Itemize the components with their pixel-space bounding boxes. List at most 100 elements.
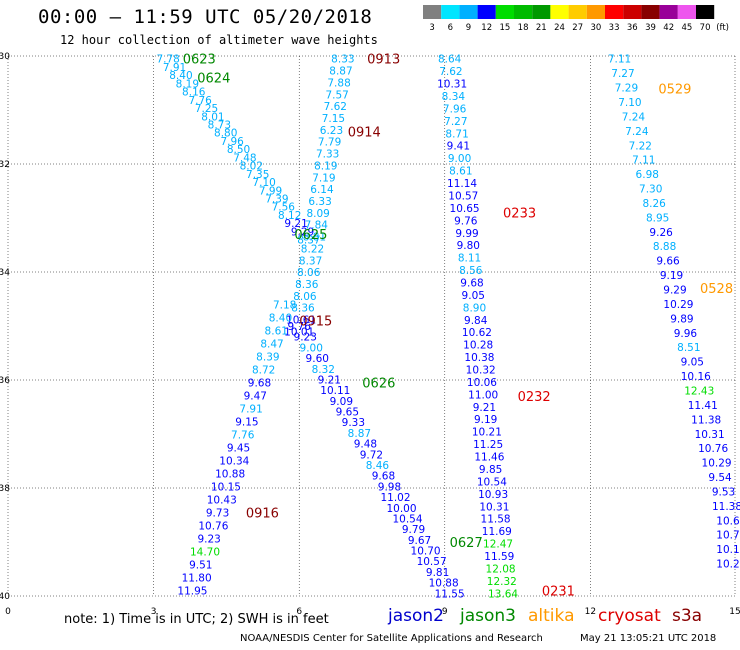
legend-swatch <box>532 5 551 19</box>
swh-value: 9.33 <box>342 417 365 429</box>
swh-value: 8.95 <box>646 212 669 224</box>
pass-number: 0626 <box>362 377 395 392</box>
swh-value: 9.51 <box>189 560 212 572</box>
swh-value: 12.32 <box>487 576 517 588</box>
pass-number: 0231 <box>542 585 575 600</box>
pass-number: 0915 <box>299 315 332 330</box>
x-tick-label: 15 <box>729 607 740 617</box>
swh-value: 7.76 <box>231 429 255 441</box>
swh-value: 9.81 <box>426 567 449 579</box>
swh-value: 8.32 <box>312 364 335 376</box>
legend-swatch <box>696 5 715 19</box>
swh-value: 7.91 <box>163 62 186 74</box>
legend-swatch <box>514 5 533 19</box>
swh-value: 8.56 <box>459 265 483 277</box>
swh-value: 9.68 <box>248 377 271 389</box>
swh-value: 9.05 <box>681 357 704 369</box>
swh-value: 8.39 <box>256 351 279 363</box>
swh-value: 10.34 <box>219 456 249 468</box>
swh-value: 7.56 <box>272 202 296 214</box>
chart-subtitle: 12 hour collection of altimeter wave hei… <box>60 33 378 47</box>
legend-swatch <box>441 5 460 19</box>
legend-swatch <box>605 5 624 19</box>
mission-altika: altika <box>528 606 575 626</box>
swh-value: 9.73 <box>206 508 229 520</box>
pass-number: 0627 <box>450 536 483 551</box>
swh-value: 9.76 <box>454 215 478 227</box>
swh-value: 8.90 <box>463 302 486 314</box>
x-tick-label: 0 <box>5 607 11 617</box>
swh-value: 9.96 <box>674 328 698 340</box>
swh-value: 11.14 <box>447 178 477 190</box>
swh-value: 11.02 <box>380 492 410 504</box>
swh-value: 6.14 <box>310 184 334 196</box>
legend-swatch <box>659 5 678 19</box>
swh-value: 9.72 <box>360 449 383 461</box>
swh-value: 8.73 <box>208 119 231 131</box>
pass-number: 0232 <box>518 390 551 405</box>
legend-bin-label: 9 <box>466 23 471 33</box>
mission-jason2: jason2 <box>388 606 444 626</box>
footer-credit: NOAA/NESDIS Center for Satellite Applica… <box>240 633 543 644</box>
swh-value: 10.29 <box>702 458 732 470</box>
legend-swatch <box>568 5 587 19</box>
pass-number: 0624 <box>197 72 230 87</box>
swh-value: 8.72 <box>252 364 275 376</box>
swh-value: 13.64 <box>488 588 518 600</box>
swh-value: 8.36 <box>295 279 319 291</box>
swh-value: 10.38 <box>464 352 494 364</box>
swh-value: 11.00 <box>468 389 498 401</box>
swh-value: 11.25 <box>473 439 503 451</box>
swh-value: 8.40 <box>269 312 292 324</box>
pass-number: 0528 <box>700 282 733 297</box>
swh-value: 9.89 <box>670 313 693 325</box>
swh-value: 10.76 <box>198 521 228 533</box>
swh-value: 10.43 <box>207 495 237 507</box>
swh-value: 8.37 <box>299 255 322 267</box>
swh-value: 9.23 <box>294 332 317 344</box>
y-tick-label: -34 <box>0 268 10 278</box>
swh-value: 10.54 <box>477 476 507 488</box>
swh-value: 11.69 <box>482 526 512 538</box>
swh-value: 7.10 <box>252 177 275 189</box>
swh-value: 8.47 <box>260 338 283 350</box>
swh-value: 10.31 <box>479 501 509 513</box>
swh-value: 11.80 <box>182 573 212 585</box>
swh-value: 10.21 <box>472 427 502 439</box>
swh-value: 10.16 <box>681 371 711 383</box>
legend-bin-label: 70 <box>700 23 711 33</box>
swh-value: 8.34 <box>442 91 466 103</box>
swh-value: 10.88 <box>215 469 245 481</box>
swh-value: 10.2 <box>716 559 739 571</box>
swh-value: 8.09 <box>306 208 329 220</box>
swh-value: 10.1 <box>716 544 739 556</box>
swh-value: 7.78 <box>156 54 179 66</box>
swh-value: 14.70 <box>190 547 220 559</box>
swh-value: 7.22 <box>629 140 652 152</box>
y-tick-label: -32 <box>0 160 10 170</box>
swh-value: 7.19 <box>312 172 335 184</box>
swh-value: 9.45 <box>227 443 250 455</box>
pass-number: 0914 <box>348 126 381 141</box>
swh-value: 7.33 <box>316 149 339 161</box>
mission-s3a: s3a <box>672 606 703 626</box>
swh-value: 7.62 <box>324 101 347 113</box>
swh-value: 10.28 <box>463 340 493 352</box>
swh-value: 8.01 <box>201 111 224 123</box>
swh-value: 7.15 <box>322 113 345 125</box>
mission-jason3: jason3 <box>460 606 516 626</box>
pass-number: 0916 <box>246 506 279 521</box>
swh-value: 8.16 <box>182 87 206 99</box>
swh-value: 10.15 <box>211 482 241 494</box>
swh-value: 7.25 <box>195 103 218 115</box>
swh-value: 9.26 <box>649 227 673 239</box>
pass-number: 0913 <box>367 53 400 68</box>
swh-value: 9.84 <box>464 315 488 327</box>
legend-bin-label: 15 <box>499 23 510 33</box>
swh-value: 9.54 <box>708 472 732 484</box>
swh-value: 10.88 <box>429 578 459 590</box>
swh-value: 8.80 <box>214 128 237 140</box>
swh-value: 10.76 <box>698 443 728 455</box>
swh-value: 7.27 <box>611 68 634 80</box>
